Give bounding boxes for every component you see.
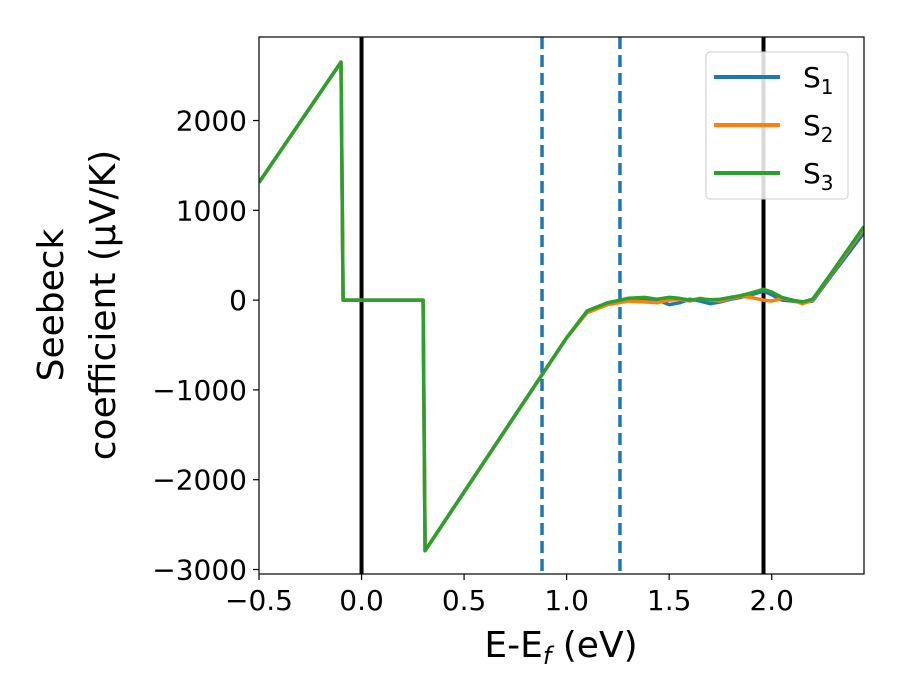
y-axis-label-line2: coefficient (μV/K) [83, 150, 124, 460]
legend-label-2: S2 [803, 109, 834, 147]
series-lines [259, 60, 864, 553]
y-axis-label: Seebeck coefficient (μV/K) [31, 150, 124, 460]
legend: S1 S2 S3 [705, 51, 849, 200]
legend-label-1: S1 [803, 61, 834, 99]
legend-label-3: S3 [803, 157, 834, 195]
x-tick-label: 0.0 [339, 584, 384, 617]
x-tick-label: 2.0 [749, 584, 794, 617]
y-axis-ticks: −3000 −2000 −1000 0 1000 2000 [152, 105, 259, 587]
y-tick-label: 1000 [176, 194, 247, 227]
series-line-3 [259, 60, 864, 553]
y-tick-label: −3000 [152, 554, 247, 587]
y-axis-label-line1: Seebeck [31, 228, 72, 381]
x-tick-label: −0.5 [225, 584, 293, 617]
y-tick-label: −2000 [152, 464, 247, 497]
x-axis-ticks: −0.5 0.0 0.5 1.0 1.5 2.0 [225, 574, 794, 617]
x-tick-label: 1.0 [544, 584, 589, 617]
x-axis-label: E-Ef (eV) [484, 625, 637, 670]
x-tick-label: 0.5 [442, 584, 487, 617]
y-tick-label: 2000 [176, 105, 247, 138]
x-tick-label: 1.5 [647, 584, 692, 617]
plot-frame [258, 36, 865, 575]
y-tick-label: −1000 [152, 374, 247, 407]
y-tick-label: 0 [229, 284, 247, 317]
